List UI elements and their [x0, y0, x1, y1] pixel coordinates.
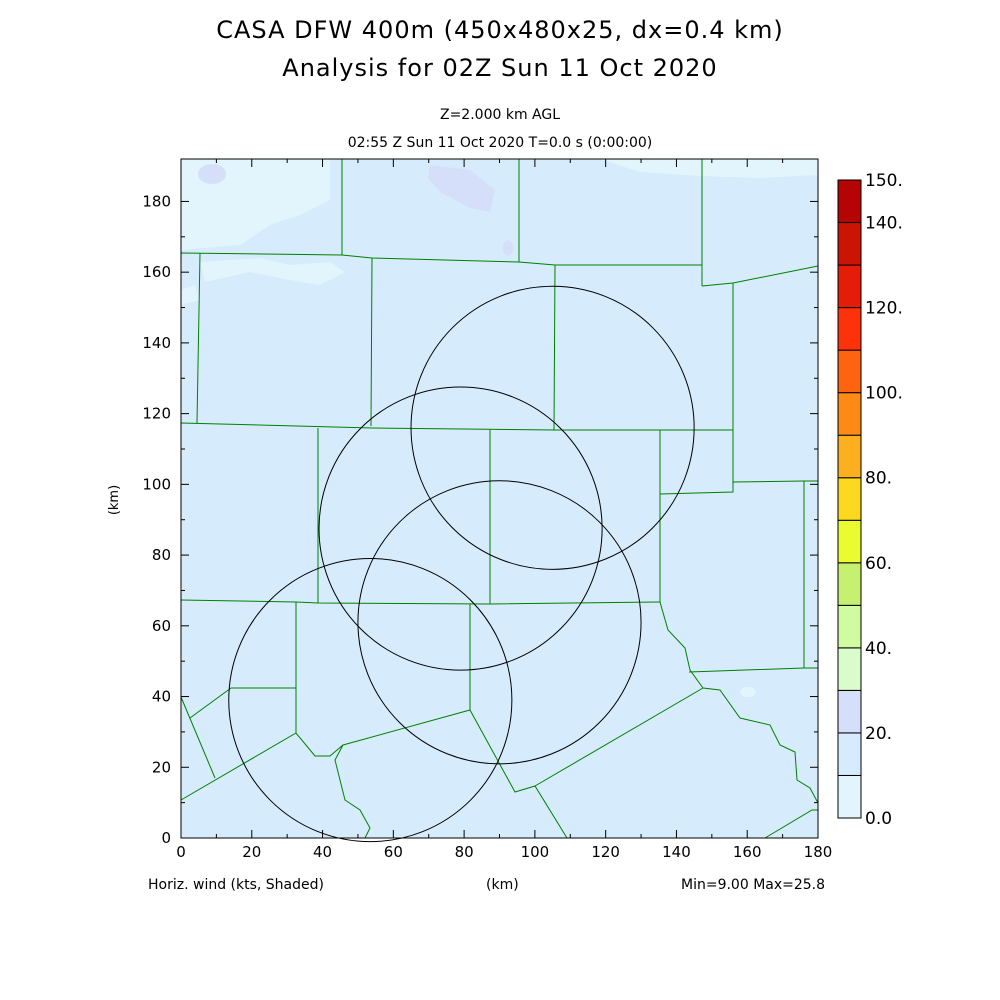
- y-tick-label: 100: [142, 475, 171, 493]
- x-axis-unit: (km): [486, 877, 519, 893]
- colorbar-label: 100.: [865, 384, 903, 404]
- colorbar-bin: [837, 434, 862, 479]
- wind-field-high-region: [198, 164, 226, 184]
- county-boundary: [659, 601, 819, 804]
- level-label: Z=2.000 km AGL: [439, 107, 561, 123]
- y-axis-label: (km): [107, 485, 122, 515]
- time-label: 02:55 Z Sun 11 Oct 2020 T=0.0 s (0:00:00…: [347, 135, 653, 151]
- colorbar-bin: [837, 307, 862, 351]
- x-tick-label: 120: [591, 843, 620, 861]
- colorbar-bin: [837, 689, 862, 734]
- x-tick-label: 140: [662, 843, 691, 861]
- colorbar-bin: [837, 349, 862, 394]
- colorbar-label: 20.: [865, 724, 892, 744]
- county-boundary: [180, 252, 702, 266]
- y-tick-label: 180: [142, 192, 171, 210]
- colorbar-label: 80.: [865, 469, 892, 489]
- title-line-1: CASA DFW 400m (450x480x25, dx=0.4 km): [216, 16, 784, 44]
- county-boundary: [688, 667, 818, 673]
- wind-field-low-region: [740, 687, 756, 697]
- radar-range-ring: [357, 480, 642, 765]
- colorbar-label: 150.: [865, 171, 903, 191]
- x-tick-label: 80: [455, 843, 474, 861]
- county-boundary: [180, 599, 661, 605]
- y-tick-label: 60: [152, 617, 171, 635]
- county-boundary: [196, 252, 201, 424]
- colorbar-bin: [837, 392, 862, 436]
- colorbar-label: 40.: [865, 639, 892, 659]
- colorbar-label: 140.: [865, 214, 903, 234]
- y-tick-label: 40: [152, 688, 171, 706]
- colorbar-label: 0.0: [865, 809, 892, 829]
- county-boundary: [732, 480, 818, 492]
- wind-field-high-region: [428, 165, 495, 212]
- x-tick-label: 60: [384, 843, 403, 861]
- wind-field-low-region: [200, 258, 345, 285]
- colorbar-label: 120.: [865, 299, 903, 319]
- colorbar-bin: [837, 774, 862, 819]
- title-line-2: Analysis for 02Z Sun 11 Oct 2020: [282, 54, 718, 82]
- field-label: Horiz. wind (kts, Shaded): [148, 877, 324, 893]
- radar-range-ring: [410, 285, 695, 570]
- wind-field-high-region: [503, 240, 513, 256]
- colorbar-bin: [837, 179, 862, 224]
- county-boundary: [189, 687, 232, 719]
- county-boundary: [764, 809, 818, 839]
- y-tick-label: 160: [142, 263, 171, 281]
- minmax-label: Min=9.00 Max=25.8: [681, 877, 826, 893]
- x-tick-label: 40: [313, 843, 332, 861]
- x-tick-label: 160: [733, 843, 762, 861]
- county-boundary: [370, 257, 373, 427]
- colorbar-bin: [837, 562, 862, 606]
- colorbar-bin: [837, 647, 862, 691]
- y-tick-label: 140: [142, 334, 171, 352]
- wind-field-low-region: [600, 159, 818, 178]
- colorbar-bin: [837, 477, 862, 521]
- x-tick-label: 20: [242, 843, 261, 861]
- colorbar-bin: [837, 222, 862, 266]
- county-boundary: [534, 687, 704, 787]
- x-tick-label: 180: [804, 843, 833, 861]
- county-boundary: [334, 744, 371, 839]
- wind-field-low-region: [181, 285, 200, 305]
- x-tick-label: 0: [176, 843, 186, 861]
- y-tick-label: 20: [152, 758, 171, 776]
- county-boundary: [180, 422, 733, 431]
- county-boundary: [553, 264, 556, 431]
- radar-range-ring: [228, 558, 513, 843]
- x-tick-label: 100: [521, 843, 550, 861]
- colorbar-bin: [837, 732, 862, 776]
- wind-field-background: [181, 159, 818, 838]
- colorbar-label: 60.: [865, 554, 892, 574]
- y-tick-label: 0: [161, 829, 171, 847]
- county-boundary: [180, 696, 216, 779]
- colorbar-bin: [837, 519, 862, 564]
- colorbar-bin: [837, 604, 862, 649]
- y-tick-label: 120: [142, 405, 171, 423]
- colorbar-bin: [837, 264, 862, 309]
- radar-range-ring: [318, 386, 603, 671]
- y-tick-label: 80: [152, 546, 171, 564]
